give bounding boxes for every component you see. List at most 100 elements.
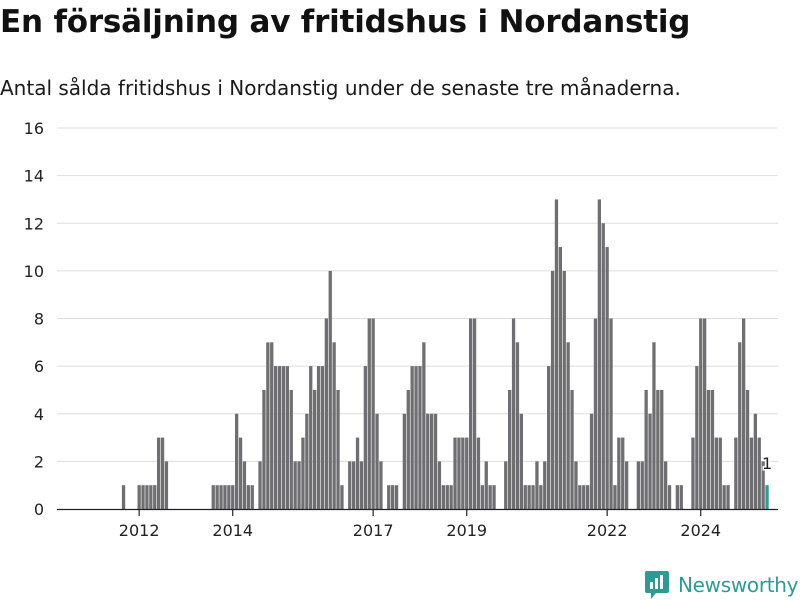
bar — [289, 389, 293, 509]
bar — [371, 318, 375, 509]
bar — [582, 485, 586, 509]
y-tick-label: 6 — [34, 357, 44, 376]
bar — [355, 437, 360, 509]
bar — [141, 485, 145, 509]
bar — [519, 413, 523, 509]
bar — [695, 366, 699, 509]
y-tick-label: 10 — [24, 262, 44, 281]
bar — [578, 485, 582, 509]
bar — [543, 461, 547, 509]
x-axis-tick-labels: 2012 2014 2017 2019 2022 2024 — [119, 521, 721, 540]
x-tick-label: 2012 — [119, 521, 160, 540]
bar — [301, 437, 305, 509]
bar — [270, 342, 274, 509]
bar — [281, 366, 286, 509]
bar — [367, 318, 371, 509]
bars — [121, 199, 769, 509]
bar — [433, 413, 438, 509]
bar — [352, 461, 356, 509]
bar — [757, 437, 761, 509]
bar — [457, 437, 461, 509]
bar — [394, 485, 399, 509]
annotations: 1 — [760, 453, 773, 475]
bar — [445, 485, 449, 509]
bar — [648, 413, 652, 509]
bar — [593, 318, 598, 509]
bar — [547, 366, 551, 509]
bar — [406, 389, 410, 509]
bar — [359, 461, 364, 509]
brand-name: Newsworthy — [678, 573, 799, 597]
y-tick-label: 2 — [34, 452, 44, 471]
bar — [675, 485, 679, 509]
bar — [285, 366, 289, 509]
bar — [277, 366, 282, 509]
x-tick-label: 2017 — [353, 521, 394, 540]
latest-value-label: 1 — [762, 454, 772, 473]
bar — [402, 413, 406, 509]
bar — [753, 413, 757, 509]
y-tick-label: 14 — [24, 167, 44, 186]
bar — [258, 461, 262, 509]
bar — [453, 437, 457, 509]
bar — [667, 485, 672, 509]
y-tick-label: 4 — [34, 405, 44, 424]
bar — [461, 437, 465, 509]
chart-title: En försäljning av fritidshus i Nordansti… — [0, 4, 691, 40]
bar — [714, 437, 718, 509]
bar — [305, 413, 309, 509]
bar — [554, 199, 559, 509]
bar — [605, 247, 609, 509]
bar — [219, 485, 223, 509]
newsworthy-logo-icon — [645, 571, 669, 599]
bar — [660, 389, 664, 509]
bar — [504, 461, 508, 509]
bar — [586, 485, 590, 509]
bar — [523, 485, 527, 509]
bar — [531, 485, 535, 509]
bar — [738, 342, 742, 509]
bar — [508, 389, 512, 509]
bar — [706, 389, 711, 509]
bar — [375, 413, 379, 509]
bar — [274, 366, 278, 509]
bar — [137, 485, 141, 509]
bar — [664, 461, 668, 509]
bar — [223, 485, 227, 509]
bar — [231, 485, 235, 509]
bar — [484, 461, 488, 509]
bar — [621, 437, 625, 509]
bar — [652, 342, 656, 509]
x-tick-label: 2024 — [680, 521, 721, 540]
y-axis-tick-labels: 0 2 4 6 8 10 12 14 16 — [24, 119, 44, 519]
bar — [320, 366, 325, 509]
bar — [613, 485, 617, 509]
bar — [515, 342, 520, 509]
bar — [410, 366, 414, 509]
bar — [465, 437, 469, 509]
bar — [164, 461, 169, 509]
bar — [238, 437, 243, 509]
bar — [476, 437, 481, 509]
bar — [734, 437, 738, 509]
bar — [566, 342, 570, 509]
bar — [266, 342, 270, 509]
bar — [235, 413, 239, 509]
bar — [640, 461, 644, 509]
bar — [570, 389, 574, 509]
chart-subtitle: Antal sålda fritidshus i Nordanstig unde… — [0, 76, 681, 100]
bar — [745, 389, 750, 509]
bar — [749, 437, 754, 509]
bar — [550, 270, 555, 509]
bar — [562, 270, 566, 509]
bar — [617, 437, 621, 509]
bar-chart: 0 2 4 6 8 10 12 14 16 2012 2014 2017 2019 2022 2024 1 — [24, 119, 778, 540]
bar — [609, 318, 613, 509]
bar — [597, 199, 601, 509]
bar — [293, 461, 297, 509]
bar — [379, 461, 383, 509]
bar — [539, 485, 543, 509]
bar — [340, 485, 344, 509]
bar — [215, 485, 219, 509]
bar — [761, 461, 765, 509]
